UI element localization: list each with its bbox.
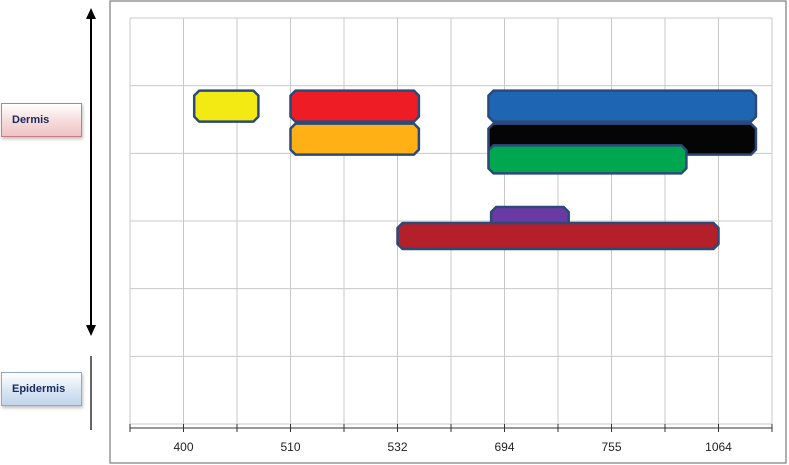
arrowhead-down-icon [86, 325, 96, 336]
dermis-label: Dermis [1, 103, 82, 137]
bar-dark-red [396, 221, 720, 251]
bar-red [289, 89, 421, 123]
bar-orange [289, 122, 421, 156]
x-tick-label: 400 [173, 440, 193, 454]
bar-blue [487, 89, 758, 123]
x-tick-label: 755 [601, 440, 621, 454]
arrowhead-up-icon [86, 8, 96, 19]
x-tick-label: 694 [494, 440, 514, 454]
x-tick-label: 510 [280, 440, 300, 454]
epidermis-label: Epidermis [1, 372, 82, 406]
bar-yellow [192, 89, 260, 123]
bar-green [487, 144, 688, 175]
x-tick-label: 532 [387, 440, 407, 454]
diagram-frame [109, 0, 787, 464]
x-tick-label: 1064 [705, 440, 732, 454]
